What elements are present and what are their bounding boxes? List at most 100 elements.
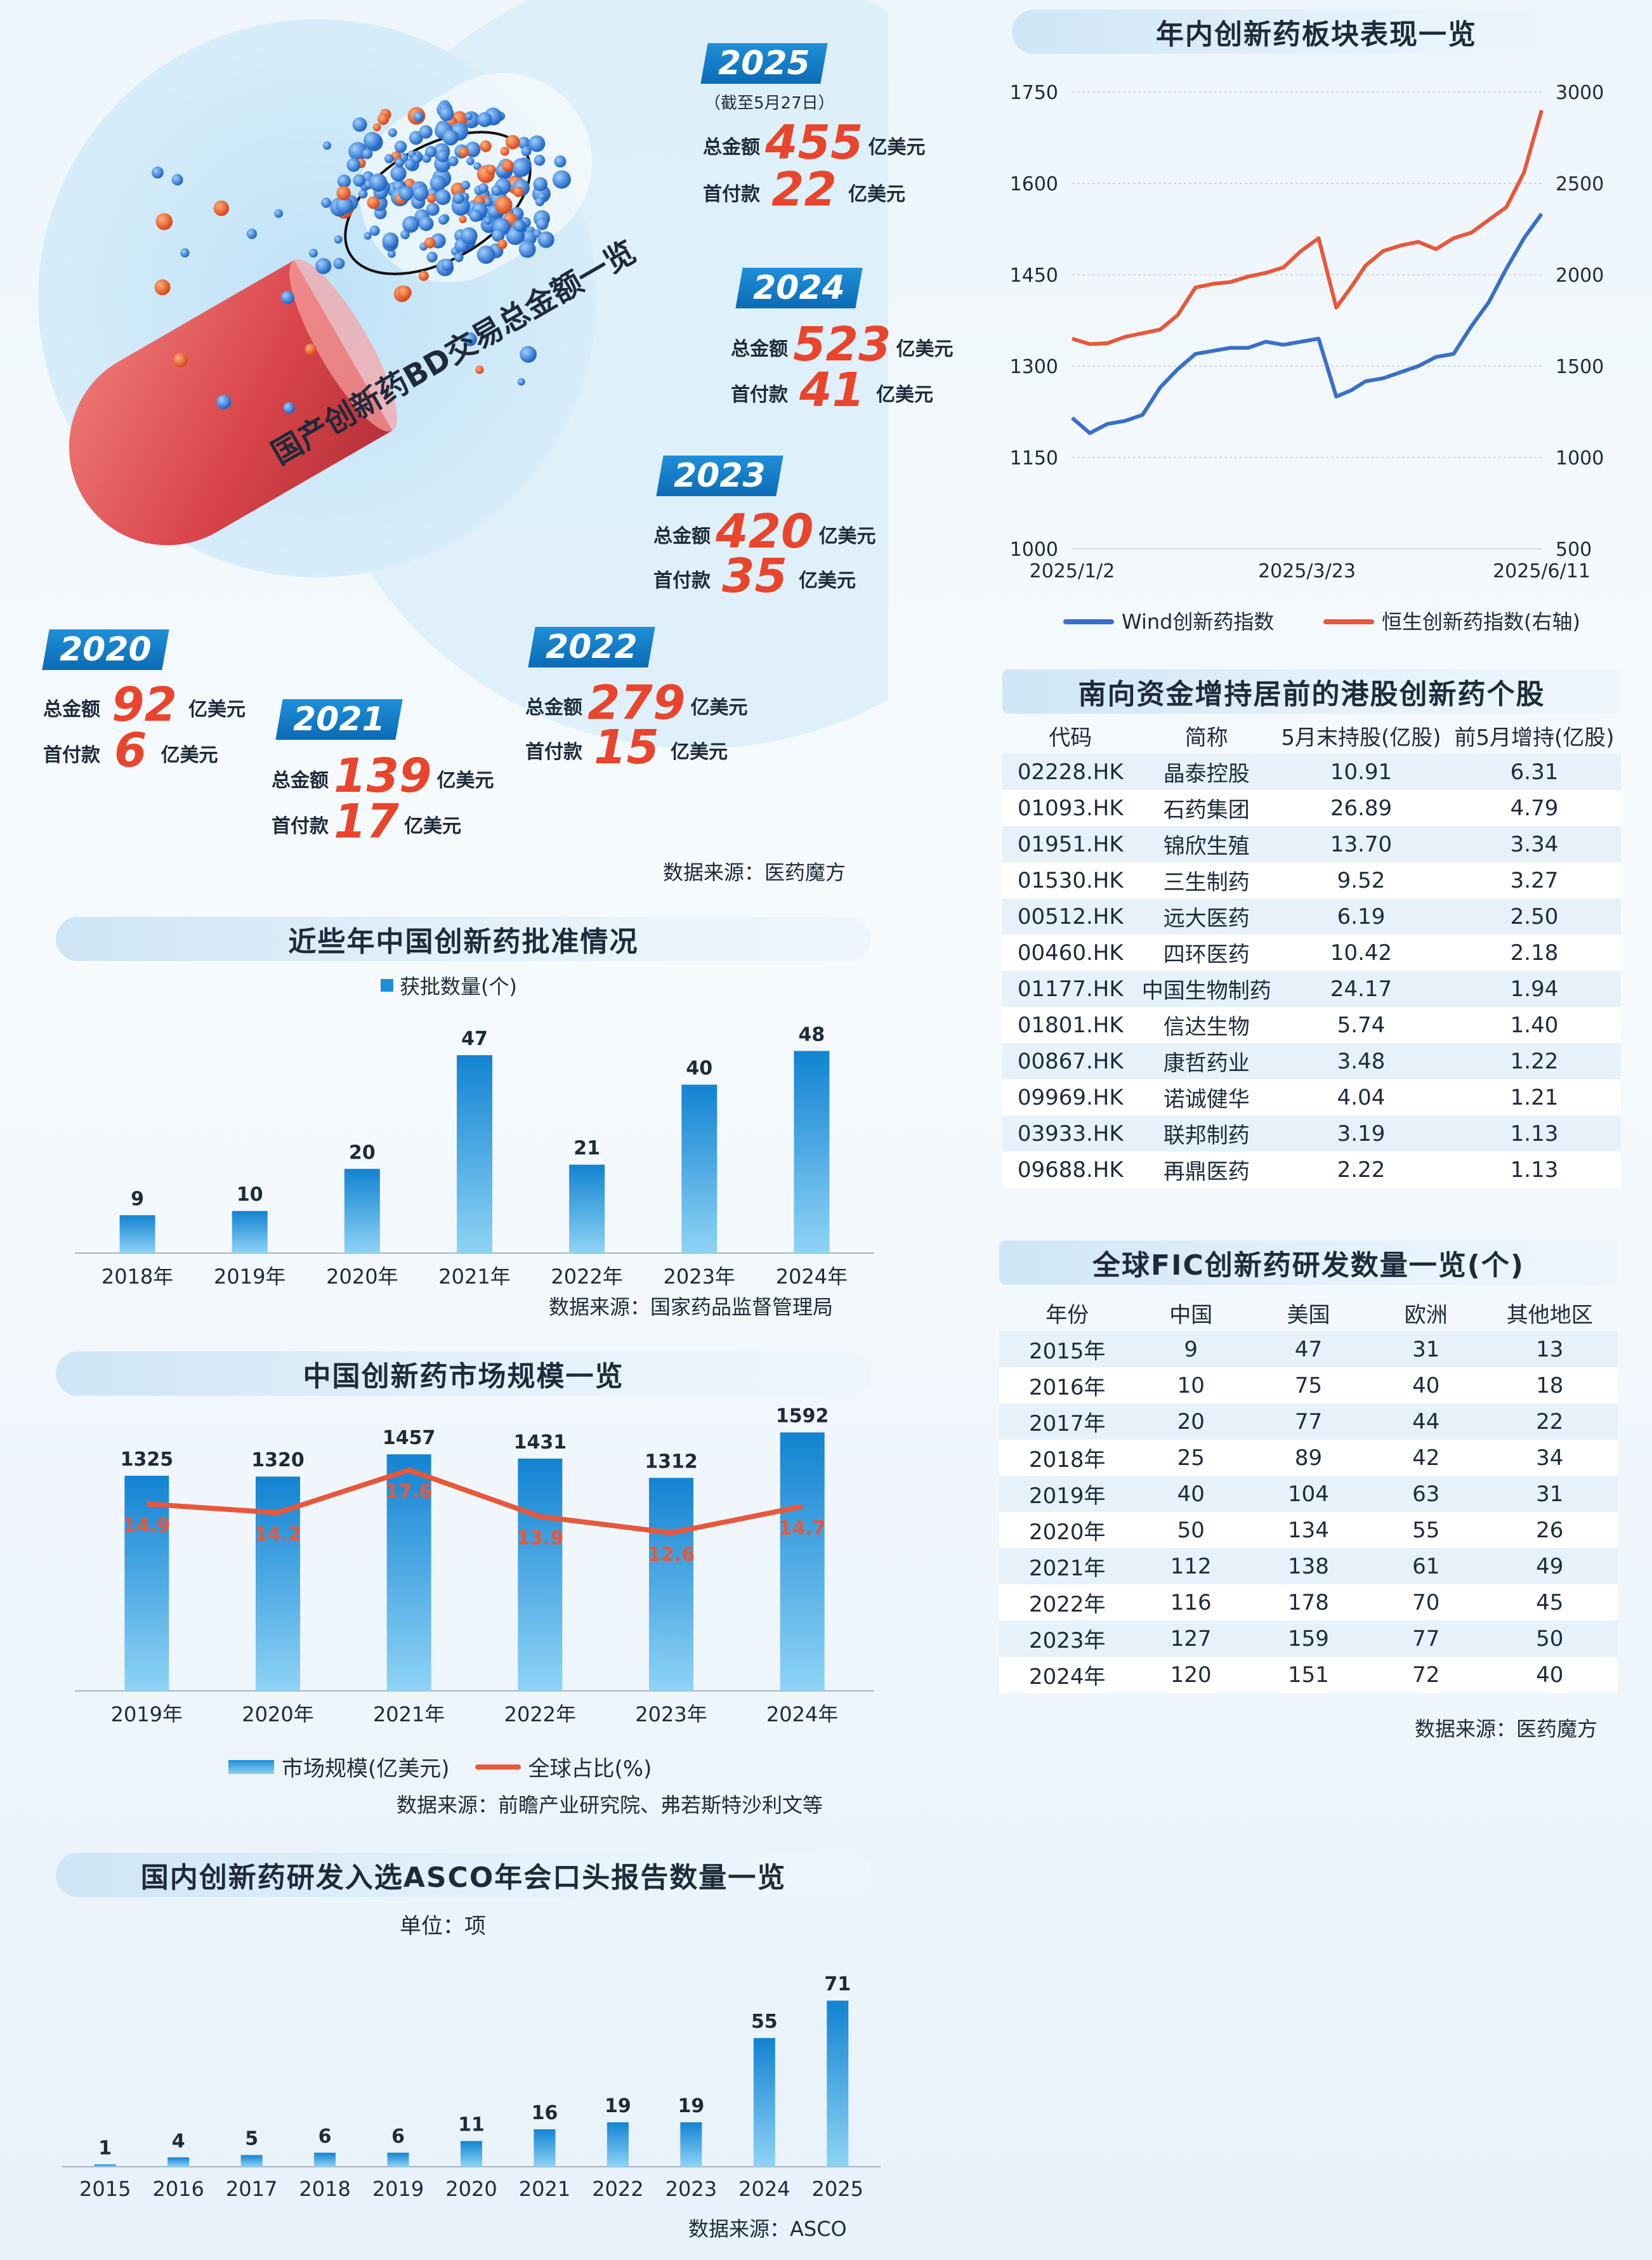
particle (346, 158, 361, 172)
bar-value-label: 6 (318, 2125, 332, 2148)
x-tick-label: 2021 (519, 2177, 570, 2201)
particle (469, 209, 482, 222)
bar (387, 2152, 409, 2167)
table-cell: 70 (1370, 1584, 1482, 1620)
particle (459, 147, 469, 157)
bar (649, 1478, 693, 1691)
legend-label: 恒生创新药指数(右轴) (1382, 610, 1580, 634)
particle (400, 230, 410, 240)
south-table: 代码 简称 5月末持股(亿股) 前5月增持(亿股) 02228.HK 晶泰控股 10.91 6… (1002, 717, 1621, 1188)
particle (518, 136, 530, 149)
table-cell: 55 (1370, 1512, 1482, 1548)
bar-value-label: 1 (98, 2137, 112, 2159)
table-cell: 31 (1370, 1331, 1482, 1367)
particle (377, 113, 390, 125)
table-row: 00512.HK 远大医药 6.19 2.50 (1002, 898, 1621, 935)
x-tick-label: 2024年 (766, 1702, 838, 1723)
particle (152, 166, 164, 179)
share-value-label: 17.6 (386, 1481, 433, 1503)
particle (394, 140, 407, 153)
particle (462, 332, 477, 346)
table-cell: 2015年 (999, 1331, 1136, 1367)
particle (528, 135, 546, 152)
particle (517, 378, 525, 386)
table-cell: 127 (1135, 1620, 1247, 1657)
table-cell: 1.94 (1448, 971, 1621, 1007)
table-cell: 63 (1370, 1476, 1482, 1512)
table-cell: 2023年 (999, 1620, 1136, 1657)
approvals-legend: 获批数量(个) (381, 971, 517, 1000)
table-cell: 00867.HK (1002, 1043, 1139, 1079)
x-tick-label: 2024 (738, 2177, 790, 2201)
particle (511, 158, 531, 177)
particle (518, 240, 536, 258)
particle (180, 248, 190, 258)
x-tick-label: 2019年 (214, 1265, 285, 1289)
bar-value-label: 20 (349, 1141, 376, 1164)
bd-upfront-2025: 首付款 22 亿美元 (703, 162, 905, 217)
bar-value-label: 1457 (383, 1427, 436, 1449)
bar (314, 2152, 336, 2167)
table-cell: 31 (1481, 1476, 1618, 1512)
particle (322, 141, 332, 150)
table-cell: 10.42 (1275, 935, 1448, 971)
bar-value-label: 40 (686, 1058, 712, 1080)
table-header-cell: 代码 (1049, 725, 1092, 751)
particle (500, 147, 509, 156)
particle (426, 194, 436, 204)
table-cell: 22 (1481, 1403, 1618, 1440)
particle (173, 353, 188, 367)
table-cell: 112 (1135, 1548, 1247, 1584)
bar (240, 2155, 263, 2167)
series-line-wind (1071, 213, 1544, 435)
table-row: 01093.HK 石药集团 26.89 4.79 (1002, 790, 1621, 826)
particle (309, 249, 318, 258)
bd-upfront-2024: 首付款 41 亿美元 (731, 363, 933, 417)
particle (461, 180, 470, 190)
particle (478, 183, 488, 194)
capsule-particles (152, 100, 571, 414)
table-cell: 40 (1370, 1367, 1482, 1403)
table-cell: 26.89 (1275, 790, 1448, 826)
table-cell: 61 (1370, 1548, 1482, 1584)
table-cell: 2020年 (999, 1512, 1136, 1548)
bar (827, 2000, 849, 2167)
particle (321, 197, 332, 208)
particle (409, 131, 423, 145)
table-header-cell: 年份 (1046, 1302, 1089, 1328)
bar (167, 2157, 190, 2167)
table-cell: 信达生物 (1138, 1007, 1275, 1043)
market-combo-chart: 1325 2019年 1320 2020年 1457 2021年 1431 2022年 1312… (75, 1405, 874, 1723)
table-row: 2022年 116 178 70 45 (999, 1584, 1618, 1620)
bar (569, 1164, 605, 1253)
market-title: 中国创新药市场规模一览 (56, 1351, 871, 1396)
particle (473, 162, 482, 171)
bar (753, 2038, 775, 2167)
asco-title: 国内创新药研发入选ASCO年会口头报告数量一览 (56, 1853, 871, 1897)
table-row: 2024年 120 151 72 40 (999, 1657, 1618, 1693)
bd-source: 数据来源：医药魔方 (663, 860, 846, 884)
market-legend-bar-label: 市场规模(亿美元) (282, 1756, 450, 1782)
particle (554, 155, 567, 168)
bar (457, 1055, 492, 1253)
bar-value-label: 19 (678, 2095, 704, 2117)
particle (439, 106, 454, 121)
bar-value-label: 4 (172, 2130, 185, 2152)
particle (429, 175, 447, 192)
table-row: 09969.HK 诺诚健华 4.04 1.21 (1002, 1079, 1621, 1115)
particle (412, 185, 429, 201)
particle (435, 189, 451, 206)
table-cell: 01093.HK (1002, 790, 1139, 826)
x-tick-label: 2023年 (664, 1265, 735, 1289)
table-cell: 00460.HK (1002, 935, 1139, 971)
x-tick-label: 2021年 (373, 1702, 445, 1723)
table-cell: 4.04 (1275, 1079, 1448, 1115)
approvals-source: 数据来源：国家药品监督管理局 (549, 1295, 834, 1319)
x-tick-label: 2020年 (242, 1702, 313, 1723)
x-tick-label: 2022 (592, 2177, 643, 2201)
table-cell: 康哲药业 (1138, 1043, 1275, 1079)
particle (246, 228, 258, 239)
particle (305, 343, 317, 356)
bar (386, 1454, 431, 1691)
particle (533, 177, 547, 192)
